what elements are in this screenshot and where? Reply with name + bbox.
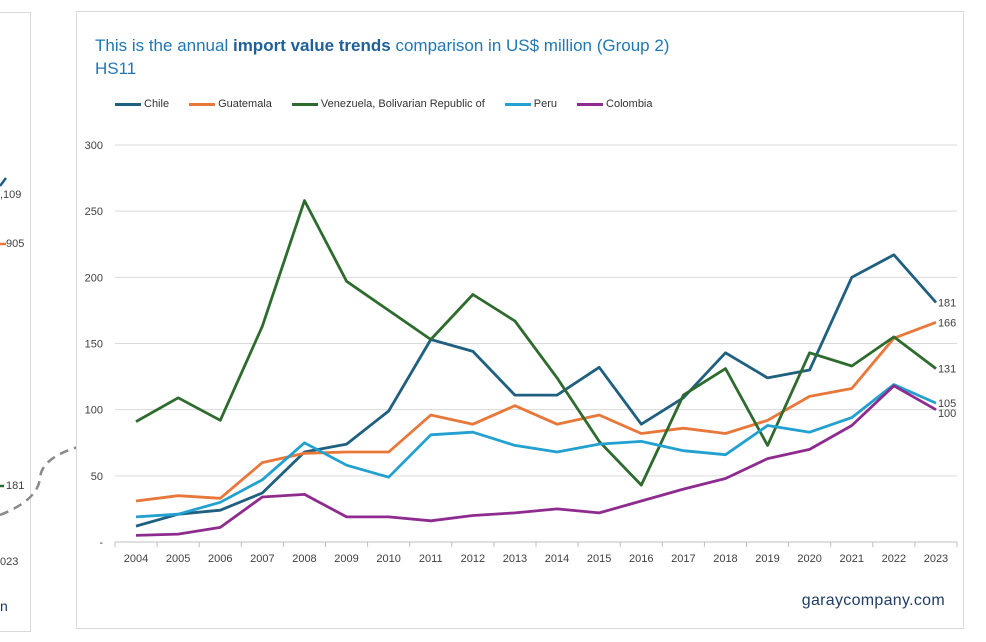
x-tick-label: 2022 <box>882 553 906 565</box>
background-series-line-chile <box>0 177 7 187</box>
x-tick-label: 2023 <box>924 553 948 565</box>
legend-item: Guatemala <box>189 98 272 110</box>
y-tick-label: 300 <box>85 140 103 152</box>
x-tick-label: 2006 <box>208 553 232 565</box>
legend-swatch <box>189 102 216 106</box>
footer-brand: garaycompany.com <box>801 592 945 609</box>
series-line-guatemala <box>135 320 937 503</box>
y-tick-label: 200 <box>85 272 103 284</box>
x-tick-label: 2021 <box>840 553 864 565</box>
x-tick-label: 2016 <box>629 553 653 565</box>
legend-item: Peru <box>504 98 558 110</box>
chart-title-suffix: comparison in US$ million (Group 2) <box>390 36 670 55</box>
dashed-connector-arrow <box>0 445 80 517</box>
y-tick-label: 250 <box>85 206 103 218</box>
x-tick-label: 2005 <box>166 553 190 565</box>
x-tick-label: 2019 <box>755 553 779 565</box>
line-chart: - 50 100 150 200 250 300 2004 2005 2006 2007 2008 20… <box>85 140 958 565</box>
y-tick-label: 50 <box>91 471 103 483</box>
data-label: 105 <box>938 398 956 410</box>
y-tick-label: 100 <box>85 405 103 417</box>
x-tick-label: 2004 <box>124 553 148 565</box>
chart-legend: Chile Guatemala Venezuela, Bolivarian Repu… <box>115 96 673 112</box>
x-tick-label: 2018 <box>713 553 737 565</box>
x-tick-label: 2013 <box>503 553 527 565</box>
background-label-venezuela: 181 <box>6 480 25 492</box>
legend-label: Colombia <box>606 98 653 110</box>
background-footer-fragment: n <box>0 598 8 614</box>
x-tick-label: 2008 <box>292 553 316 565</box>
data-label: 131 <box>938 364 956 376</box>
data-label: 166 <box>938 317 956 329</box>
series-line-venezuela <box>135 199 937 487</box>
x-tick-label: 2010 <box>376 553 400 565</box>
legend-swatch <box>291 102 318 106</box>
x-tick-label: 2011 <box>419 553 443 565</box>
chart-subtitle: HS11 <box>95 59 137 78</box>
legend-swatch <box>577 102 604 106</box>
legend-label: Chile <box>144 98 170 110</box>
x-tick-label: 2015 <box>587 553 611 565</box>
legend-swatch <box>115 102 141 106</box>
legend-item: Chile <box>115 98 169 110</box>
background-axis-label: 023 <box>0 556 19 568</box>
x-tick-label: 2020 <box>797 553 821 565</box>
background-label-guatemala: 905 <box>6 238 25 250</box>
y-tick-label: 150 <box>85 339 103 351</box>
x-tick-label: 2009 <box>334 553 358 565</box>
background-chart-panel <box>0 12 31 632</box>
legend-label: Peru <box>533 98 558 110</box>
x-tick-label: 2017 <box>671 553 695 565</box>
chart-card: This is the annual import value trends c… <box>76 11 964 629</box>
legend-label: Guatemala <box>218 98 272 110</box>
chart-title-prefix: This is the annual <box>95 36 233 55</box>
background-chart-fragment <box>0 177 80 517</box>
chart-title-bold: import value trends <box>232 36 391 55</box>
data-label: 181 <box>938 297 956 309</box>
series-line-chile <box>135 253 938 528</box>
series-line-colombia <box>135 384 937 537</box>
legend-item: Colombia <box>577 98 653 110</box>
data-label: 100 <box>938 408 956 420</box>
series-line-peru <box>135 383 937 519</box>
chart-title-line1: This is the annual import value trends c… <box>95 34 935 57</box>
legend-swatch <box>504 102 531 106</box>
y-tick-label: - <box>99 537 103 549</box>
x-tick-label: 2012 <box>461 553 485 565</box>
x-tick-label: 2014 <box>545 553 569 565</box>
legend-label: Venezuela, Bolivarian Republic of <box>320 98 485 110</box>
chart-title: This is the annual import value trends c… <box>95 34 935 80</box>
background-label-chile: ,109 <box>0 189 22 201</box>
legend-item: Venezuela, Bolivarian Republic of <box>291 98 485 110</box>
x-tick-label: 2007 <box>250 553 274 565</box>
